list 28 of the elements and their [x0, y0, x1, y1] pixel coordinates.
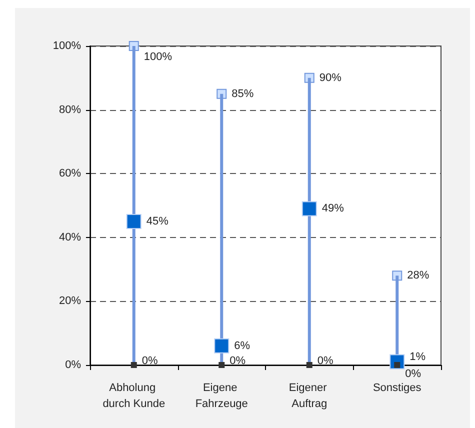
x-tick-label: Eigene Fahrzeuge [195, 382, 248, 410]
data-label: 100% [144, 51, 172, 63]
x-tick-label: Eigener Auftrag [288, 382, 330, 410]
x-tick-label: Sonstiges [372, 382, 422, 394]
data-label: 90% [319, 72, 342, 84]
point [126, 214, 142, 229]
x-tick-label: Abholung durch Kunde [102, 382, 166, 410]
y-tick-label: 100% [52, 40, 82, 52]
data-label: 0% [142, 355, 158, 367]
data-label: 6% [234, 340, 250, 352]
data-label: 1% [410, 350, 426, 363]
data-label: 49% [322, 202, 344, 215]
point [214, 338, 230, 354]
y-tick-label: 40% [58, 231, 82, 244]
y-tick-label: 0% [65, 359, 82, 371]
data-label: 0% [405, 368, 422, 380]
data-label: 0% [230, 355, 246, 367]
point [306, 362, 312, 368]
data-label: 0% [317, 355, 334, 367]
data-label: 45% [146, 215, 169, 228]
y-tick-label: 60% [58, 168, 82, 180]
point [130, 362, 137, 368]
point [302, 201, 317, 216]
point [218, 362, 225, 368]
y-tick-label: 80% [58, 104, 82, 116]
data-label: 85% [232, 88, 254, 100]
data-label: 28% [407, 270, 430, 282]
y-tick-label: 20% [58, 295, 82, 308]
